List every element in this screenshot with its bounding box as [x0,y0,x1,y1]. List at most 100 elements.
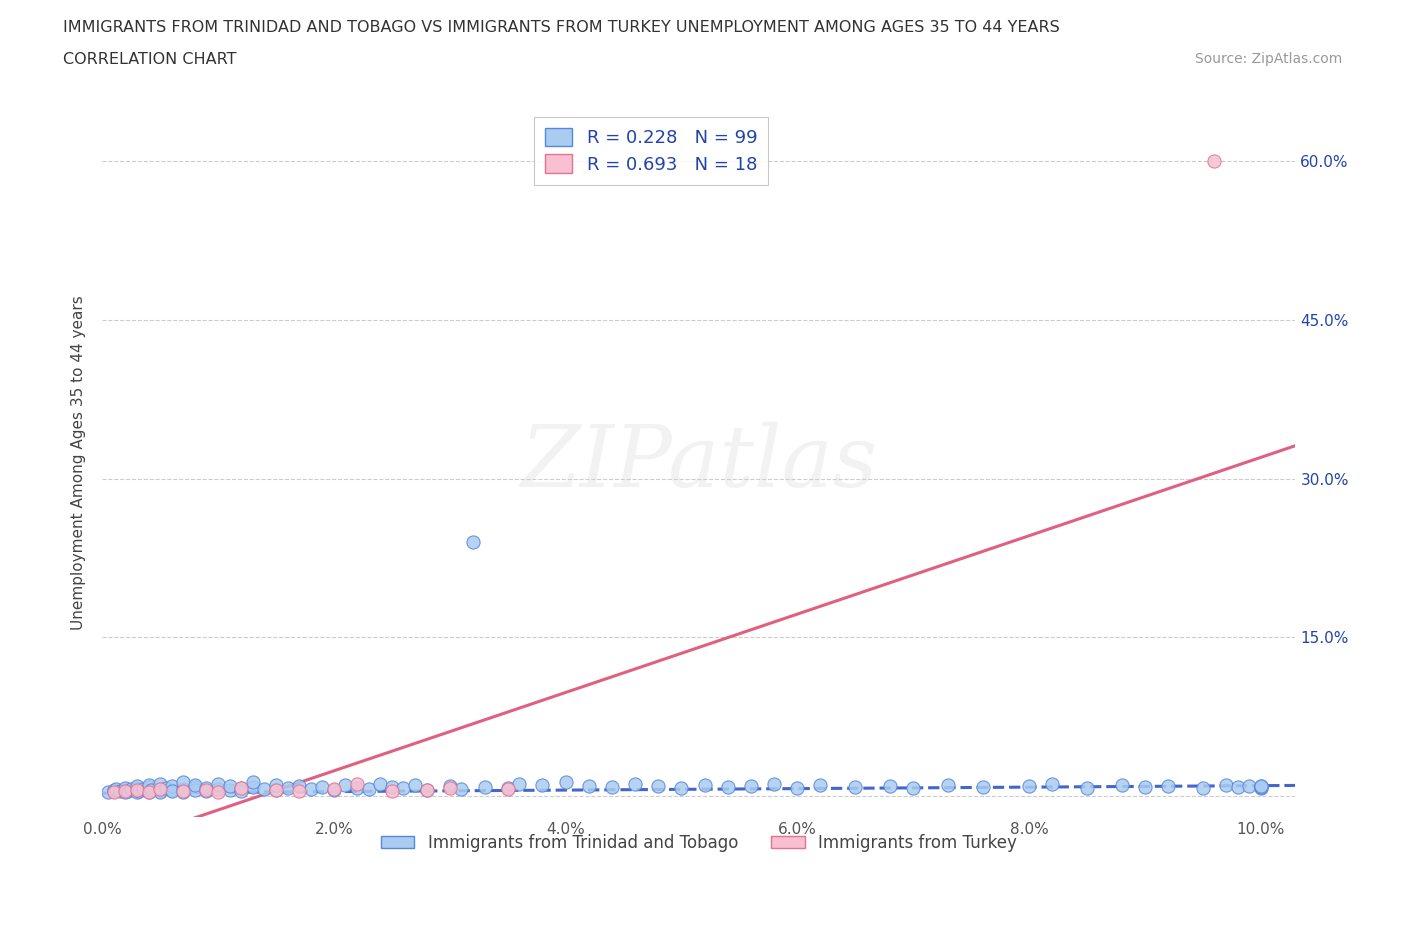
Point [207,785,229,800]
Point [901,780,924,795]
Point [172,775,194,790]
Point [496,780,519,795]
Point [103,785,125,800]
Point [125,782,148,797]
Point [600,779,623,794]
Point [879,778,901,793]
Point [299,781,322,796]
Point [195,783,218,798]
Point [231,780,253,795]
Point [231,780,253,795]
Point [1040,776,1063,790]
Point [218,778,240,793]
Point [693,777,716,792]
Point [132,781,155,796]
Point [184,782,207,797]
Point [149,783,172,798]
Point [381,783,404,798]
Point [138,785,160,800]
Point [195,782,218,797]
Point [1250,778,1272,793]
Point [1250,778,1272,793]
Text: ZIPatlas: ZIPatlas [520,421,877,504]
Point [404,777,426,792]
Point [184,777,207,792]
Point [1018,778,1040,793]
Point [125,782,148,797]
Point [117,783,139,798]
Point [439,778,461,793]
Point [97,785,120,800]
Point [114,783,136,798]
Point [936,777,959,792]
Point [346,776,368,790]
Point [335,777,357,792]
Point [1076,780,1098,795]
Point [172,781,194,796]
Point [671,780,693,795]
Point [242,779,264,794]
Point [496,781,519,796]
Point [103,783,125,798]
Point [439,780,461,795]
Point [381,779,404,794]
Point [1133,779,1156,794]
Point [149,781,172,796]
Text: IMMIGRANTS FROM TRINIDAD AND TOBAGO VS IMMIGRANTS FROM TURKEY UNEMPLOYMENT AMONG: IMMIGRANTS FROM TRINIDAD AND TOBAGO VS I… [63,20,1060,35]
Point [1250,780,1272,795]
Point [149,785,172,800]
Point [508,776,530,790]
Point [160,778,183,793]
Point [972,779,994,794]
Point [1111,777,1133,792]
Point [554,775,576,790]
Text: Source: ZipAtlas.com: Source: ZipAtlas.com [1195,52,1343,66]
Point [624,776,647,790]
Point [1250,779,1272,794]
Point [1237,778,1260,793]
Point [647,778,669,793]
Point [114,782,136,797]
Point [1250,779,1272,794]
Point [277,780,299,795]
Point [264,782,287,797]
Point [415,782,437,797]
Point [128,783,150,798]
Point [531,777,554,792]
Point [218,782,240,797]
Point [578,778,600,793]
Point [450,781,472,796]
Point [108,783,131,798]
Point [155,780,177,795]
Point [810,777,832,792]
Point [415,782,437,797]
Point [357,781,380,796]
Point [207,781,229,796]
Point [392,780,415,795]
Point [149,781,172,796]
Point [125,778,148,793]
Point [1191,780,1213,795]
Point [242,775,264,790]
Point [322,781,344,796]
Point [160,782,183,797]
Point [763,776,786,790]
Point [172,785,194,800]
Point [322,782,344,797]
Point [264,782,287,797]
Point [253,781,276,796]
Point [114,780,136,795]
Point [288,783,311,798]
Point [311,779,333,794]
Point [717,779,740,794]
Point [740,778,762,793]
Point [105,781,128,796]
Point [160,783,183,798]
Point [138,785,160,800]
Point [1204,153,1226,168]
Point [461,535,484,550]
Point [138,779,160,794]
Point [114,785,136,800]
Point [120,781,142,796]
Point [125,780,148,795]
